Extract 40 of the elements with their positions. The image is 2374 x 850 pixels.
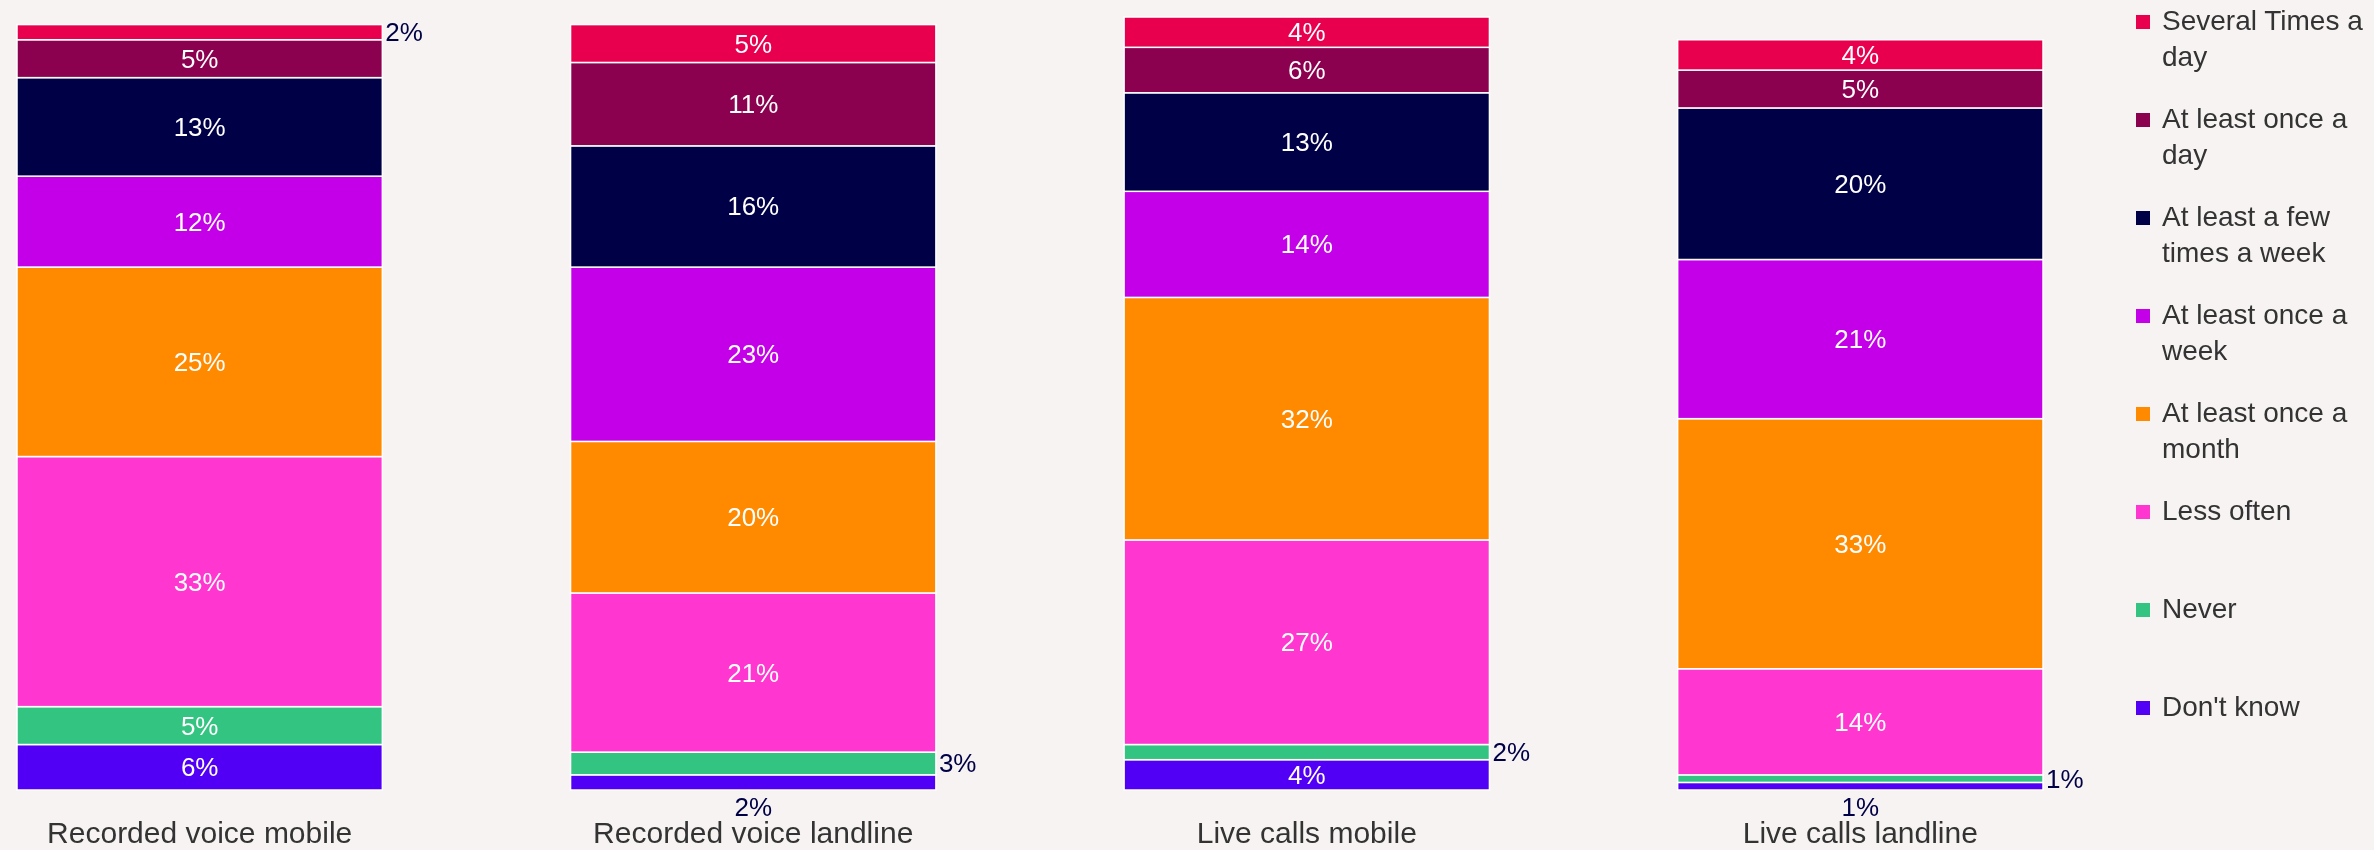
data-label: 13%: [1280, 127, 1333, 158]
data-label: 2%: [385, 17, 423, 48]
data-label: 13%: [173, 111, 226, 142]
data-label: 11%: [728, 89, 779, 120]
data-label: 5%: [734, 28, 773, 59]
legend-label: Less often: [2162, 495, 2292, 526]
data-label: 14%: [1280, 229, 1333, 260]
data-label: 16%: [727, 191, 780, 222]
data-label: 5%: [180, 43, 219, 74]
legend-label: Don't know: [2162, 691, 2301, 722]
data-label: 25%: [173, 346, 226, 377]
data-label: 20%: [727, 502, 780, 533]
data-label: 27%: [1280, 627, 1333, 658]
data-label: 33%: [173, 566, 226, 597]
data-label: 4%: [1841, 39, 1880, 70]
legend-label: Never: [2162, 593, 2237, 624]
data-label: 2%: [1492, 737, 1531, 768]
x-tick-label: Recorded voice mobile: [47, 816, 353, 849]
legend-label: At least once a week: [2161, 299, 2348, 366]
data-label: 32%: [1280, 403, 1333, 434]
data-label: 14%: [1834, 706, 1887, 737]
data-label: 3%: [938, 748, 977, 779]
legend-label: At least once a day: [2162, 103, 2348, 170]
data-label: 6%: [1287, 55, 1326, 86]
data-label: 1%: [2046, 763, 2084, 794]
legend-label: At least once a month: [2162, 397, 2348, 464]
data-label: 5%: [1841, 74, 1880, 104]
legend-label: At least a few times a week: [2162, 201, 2331, 268]
data-label: 20%: [1834, 168, 1887, 199]
x-tick-label: Live calls mobile: [1196, 816, 1417, 849]
data-label: 4%: [1287, 759, 1326, 790]
data-label: 21%: [727, 657, 780, 688]
data-label: 33%: [1834, 528, 1887, 559]
data-label: 23%: [727, 339, 780, 370]
legend-label: Several Times a day: [2162, 5, 2364, 72]
data-label: 4%: [1287, 17, 1326, 48]
data-label: 12%: [173, 206, 226, 237]
data-label: 5%: [180, 710, 219, 741]
data-label: 21%: [1834, 324, 1887, 355]
data-label: 6%: [180, 752, 219, 783]
